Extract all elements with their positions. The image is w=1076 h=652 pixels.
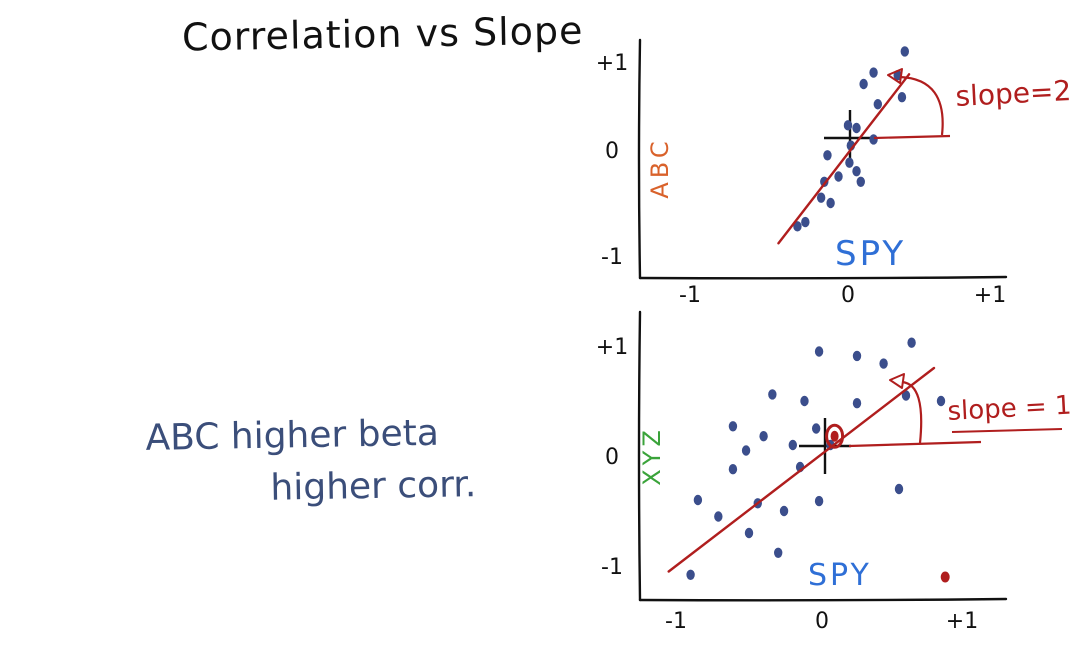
xyz-baseline [848, 440, 982, 448]
xyz-highlight-ring [825, 423, 845, 449]
xyz-data-point [741, 445, 751, 456]
xyz-x-tick-label: -1 [665, 609, 687, 634]
abc-y-axis-label: ABC [646, 137, 674, 198]
abc-data-point [856, 176, 865, 187]
xyz-data-point [788, 439, 797, 451]
abc-data-point [873, 99, 883, 110]
abc-x-axis [638, 275, 1008, 280]
xyz-highlight-point [830, 430, 839, 442]
xyz-data-point [852, 398, 862, 409]
abc-slope-annotation: slope=2 [955, 74, 1072, 113]
abc-data-point [820, 176, 829, 187]
xyz-mean-crosshair [799, 418, 851, 474]
abc-x-tick-label: 0 [841, 283, 855, 308]
xyz-data-point [800, 395, 809, 407]
xyz-data-point [693, 494, 703, 506]
xyz-data-point [852, 350, 862, 362]
xyz-annotation-underline [951, 428, 1063, 433]
xyz-data-point [779, 505, 789, 517]
xyz-data-point [728, 464, 738, 475]
abc-x-axis-label: SPY [835, 234, 906, 274]
abc-y-tick-label: +1 [596, 51, 628, 76]
xyz-slope-arc [901, 380, 923, 444]
xyz-data-point [901, 390, 911, 401]
xyz-data-point [907, 337, 916, 348]
abc-slope-arc [899, 75, 944, 136]
xyz-data-point [744, 527, 754, 539]
abc-data-point [793, 221, 802, 232]
abc-data-point [826, 197, 835, 209]
xyz-data-point [759, 431, 768, 442]
abc-data-point [897, 92, 907, 103]
xyz-y-tick-label: 0 [605, 445, 619, 470]
xyz-x-tick-label: 0 [815, 609, 829, 634]
xyz-slope-annotation: slope = 1 [947, 391, 1072, 427]
abc-data-point [852, 166, 861, 177]
xyz-slope-arrowhead [889, 373, 905, 389]
abc-data-point [843, 120, 853, 131]
xyz-data-point [811, 423, 821, 434]
xyz-y-tick-label: +1 [596, 335, 628, 360]
abc-data-point [859, 78, 868, 90]
abc-data-point [845, 157, 854, 168]
abc-data-point [900, 46, 909, 57]
xyz-x-axis-label: SPY [808, 558, 872, 593]
xyz-data-point [879, 358, 888, 369]
abc-data-point [801, 216, 810, 228]
abc-vs-spy-chart: -1 0 +1 -1 0 +1 SPY ABC slope=2 [596, 38, 1072, 308]
xyz-data-point [768, 389, 777, 400]
xyz-data-point [814, 495, 824, 507]
abc-y-tick-label: 0 [605, 139, 619, 164]
abc-y-axis [637, 38, 642, 280]
xyz-data-point [686, 569, 695, 580]
xyz-highlight-point [940, 571, 950, 583]
abc-data-point [823, 150, 832, 161]
xyz-data-point [936, 395, 946, 407]
abc-data-point [869, 67, 878, 78]
xyz-data-point [728, 421, 738, 432]
xyz-vs-spy-chart: -1 0 +1 -1 0 +1 SPY XYZ slope = 1 [596, 310, 1072, 634]
abc-x-tick-label: -1 [679, 283, 701, 308]
abc-data-point [816, 192, 826, 203]
xyz-fit-line [667, 366, 936, 573]
xyz-data-point [774, 547, 783, 558]
xyz-y-axis-label: XYZ [638, 426, 666, 486]
abc-baseline [873, 134, 951, 140]
abc-mean-crosshair [824, 110, 876, 166]
xyz-y-tick-label: -1 [601, 555, 623, 580]
xyz-data-point [814, 346, 824, 357]
xyz-x-tick-label: +1 [946, 609, 978, 634]
xyz-data-point [894, 483, 904, 495]
xyz-data-point [714, 511, 723, 522]
abc-fit-line [777, 73, 911, 245]
abc-data-point [834, 171, 843, 182]
xyz-y-axis [637, 310, 642, 602]
abc-x-tick-label: +1 [974, 283, 1006, 308]
abc-y-tick-label: -1 [601, 245, 623, 270]
xyz-x-axis [638, 597, 1008, 602]
abc-slope-arrowhead [887, 68, 903, 84]
abc-data-point [852, 122, 861, 134]
abc-data-point [869, 134, 878, 145]
